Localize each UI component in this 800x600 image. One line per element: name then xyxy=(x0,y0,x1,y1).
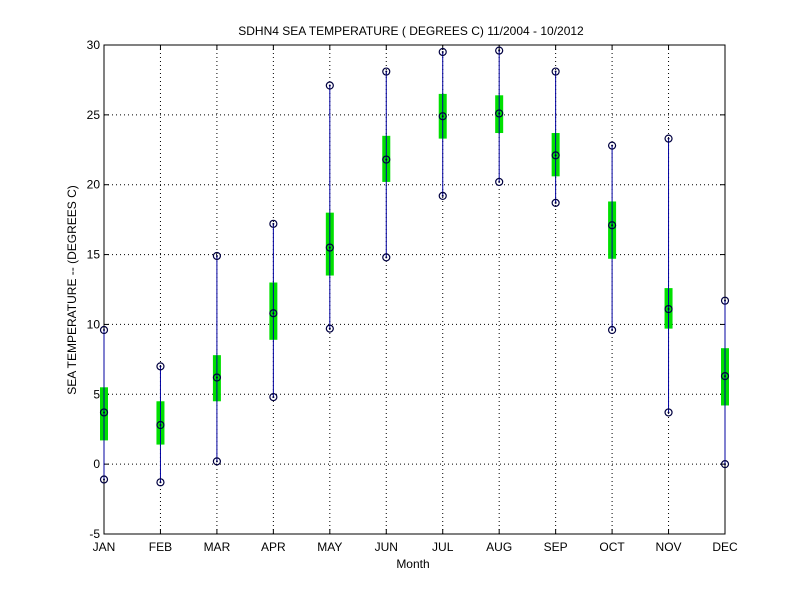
min-marker-jul xyxy=(438,191,447,200)
max-marker-oct-dot xyxy=(611,144,614,147)
max-marker-mar-dot xyxy=(215,254,218,257)
median-marker-jun-dot xyxy=(385,158,388,161)
y-tick-label: 10 xyxy=(87,317,101,331)
min-marker-apr xyxy=(269,392,278,402)
median-marker-dec xyxy=(720,372,730,381)
y-tick-label: 30 xyxy=(87,38,101,52)
median-marker-aug-dot xyxy=(498,112,501,115)
median-marker-nov-dot xyxy=(667,308,670,311)
median-marker-dec-dot xyxy=(724,375,726,378)
median-marker-mar-dot xyxy=(215,376,218,379)
max-marker-jan-dot xyxy=(103,329,105,332)
max-marker-jul xyxy=(438,47,447,57)
x-tick-label: APR xyxy=(261,540,286,554)
min-marker-mar-dot xyxy=(215,460,218,463)
min-marker-sep xyxy=(551,198,560,207)
x-tick-label: MAY xyxy=(317,540,342,554)
max-marker-jun-dot xyxy=(385,70,388,73)
min-marker-may-dot xyxy=(328,327,331,330)
max-marker-feb-dot xyxy=(159,365,162,368)
max-marker-oct xyxy=(607,141,617,150)
max-marker-jul-dot xyxy=(441,50,444,53)
max-marker-nov-dot xyxy=(667,137,670,140)
max-marker-dec xyxy=(720,296,730,305)
chart-title: SDHN4 SEA TEMPERATURE ( DEGREES C) 11/20… xyxy=(238,24,584,38)
min-marker-jan xyxy=(99,475,109,484)
max-marker-mar xyxy=(212,251,222,261)
median-marker-sep xyxy=(551,151,560,160)
max-marker-feb xyxy=(156,362,165,371)
median-marker-jul xyxy=(438,112,447,121)
y-axis-label: SEA TEMPERATURE -- (DEGREES C) xyxy=(65,185,79,395)
min-marker-dec-dot xyxy=(724,463,726,466)
x-tick-label: JUN xyxy=(375,540,398,554)
median-marker-nov xyxy=(664,304,673,314)
min-marker-oct-dot xyxy=(611,329,614,332)
x-tick-label: OCT xyxy=(599,540,625,554)
plot-frame xyxy=(103,44,726,535)
x-axis-label: Month xyxy=(396,557,429,571)
median-marker-oct-dot xyxy=(611,224,614,227)
max-marker-may-dot xyxy=(328,84,331,87)
y-tick-label: 20 xyxy=(87,178,101,192)
min-marker-nov xyxy=(664,408,673,417)
max-marker-apr-dot xyxy=(272,222,275,225)
min-marker-jan-dot xyxy=(103,478,105,481)
median-marker-feb-dot xyxy=(159,424,162,427)
max-marker-apr xyxy=(269,219,278,228)
min-marker-apr-dot xyxy=(272,396,275,399)
min-marker-jul-dot xyxy=(441,194,444,197)
min-marker-mar xyxy=(212,457,222,466)
median-marker-sep-dot xyxy=(554,154,557,157)
min-marker-nov-dot xyxy=(667,411,670,414)
x-tick-label: AUG xyxy=(486,540,512,554)
median-marker-jul-dot xyxy=(441,115,444,118)
min-marker-aug-dot xyxy=(498,180,501,183)
median-marker-oct xyxy=(607,221,617,230)
min-marker-oct xyxy=(607,325,617,335)
y-tick-label: -5 xyxy=(89,527,100,541)
min-marker-feb-dot xyxy=(159,481,162,484)
min-marker-may xyxy=(325,324,334,333)
x-tick-label: SEP xyxy=(544,540,568,554)
min-marker-sep-dot xyxy=(554,201,557,204)
x-tick-label: MAR xyxy=(204,540,231,554)
min-marker-jun xyxy=(382,253,391,262)
x-tick-label: FEB xyxy=(149,540,172,554)
min-marker-aug xyxy=(495,177,504,187)
y-tick-label: 15 xyxy=(87,248,101,262)
median-marker-apr xyxy=(269,309,278,318)
max-marker-may xyxy=(325,81,334,90)
max-marker-sep-dot xyxy=(554,70,557,73)
max-marker-dec-dot xyxy=(724,299,726,302)
x-tick-label: JAN xyxy=(93,540,116,554)
x-tick-label: DEC xyxy=(712,540,738,554)
max-marker-jun xyxy=(382,67,391,76)
min-marker-jun-dot xyxy=(385,256,388,259)
y-tick-label: 0 xyxy=(93,457,100,471)
max-marker-jan xyxy=(99,325,109,335)
max-marker-aug xyxy=(495,46,504,55)
median-marker-aug xyxy=(495,109,504,118)
median-marker-mar xyxy=(212,373,222,382)
y-tick-label: 25 xyxy=(87,108,101,122)
max-marker-aug-dot xyxy=(498,49,501,52)
max-marker-nov xyxy=(664,134,673,143)
max-marker-sep xyxy=(551,67,560,76)
median-marker-may-dot xyxy=(328,246,331,249)
median-marker-apr-dot xyxy=(272,312,275,315)
x-tick-label: NOV xyxy=(656,540,682,554)
median-marker-may xyxy=(325,243,334,252)
min-marker-feb xyxy=(156,478,165,487)
median-marker-feb xyxy=(156,420,165,430)
median-marker-jun xyxy=(382,155,391,164)
x-tick-label: JUL xyxy=(432,540,454,554)
min-marker-dec xyxy=(720,460,730,469)
median-marker-jan-dot xyxy=(103,411,105,414)
y-tick-label: 5 xyxy=(93,387,100,401)
median-marker-jan xyxy=(99,408,109,417)
